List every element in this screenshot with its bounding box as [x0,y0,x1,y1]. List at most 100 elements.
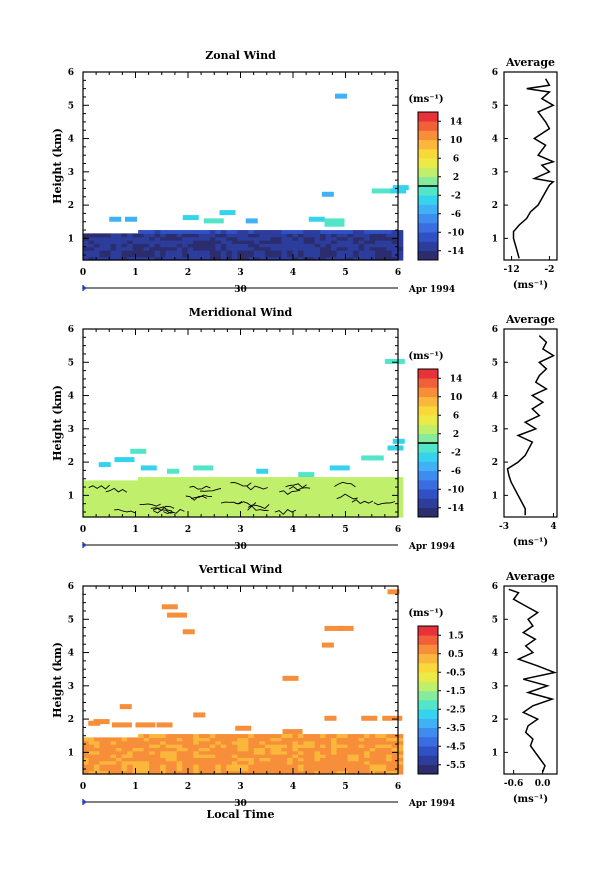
heatmap-echo [384,358,405,364]
heatmap-cell [391,500,398,505]
heatmap-cell [320,750,327,755]
heatmap-cell [176,754,183,758]
heatmap-cell [336,740,343,745]
heatmap-cell [292,503,299,508]
heatmap-cell [237,230,244,234]
heatmap-cell [154,250,161,254]
heatmap-cell [154,483,161,488]
heatmap-cell [94,737,101,742]
heatmap-cell [121,480,128,485]
heatmap-cell [237,754,244,758]
heatmap-cell [253,487,260,491]
heatmap-cell [165,500,172,505]
heatmap-cell [160,740,167,745]
heatmap-cell [83,246,90,251]
heatmap-cell [292,246,299,251]
heatmap-cell [369,734,376,738]
heatmap-cell [88,480,95,485]
x-tick-label: 3 [237,525,243,535]
heatmap-cell [397,490,404,495]
heatmap-cell [303,250,310,254]
heatmap-cell [171,750,178,755]
heatmap-cell [149,493,156,498]
heatmap-cell [149,770,156,775]
heatmap-cell [248,513,255,518]
heatmap-cell [138,230,145,234]
heatmap-cell [187,236,194,241]
heatmap-cell [391,734,398,738]
heatmap-cell [253,477,260,481]
heatmap-cell [386,770,393,775]
heatmap-cell [231,767,238,772]
heatmap-cell [314,513,321,518]
heatmap-cell [331,503,338,508]
heatmap-cell [154,253,161,258]
heatmap-cell [380,230,387,234]
heatmap-cell [253,757,260,762]
heatmap-cell [380,750,387,755]
heatmap-echo [130,448,147,454]
heatmap-cell [121,240,128,244]
heatmap-cell [391,480,398,485]
heatmap-cell [242,250,249,254]
heatmap-cell [380,483,387,488]
heatmap-cell [380,487,387,491]
heatmap-cell [110,507,117,511]
heatmap-cell [215,493,222,498]
heatmap-cell [292,480,299,485]
heatmap-cell [187,744,194,748]
heatmap-cell [242,760,249,765]
heatmap-cell [325,513,332,518]
heatmap-cell [171,757,178,762]
heatmap-echo [114,457,135,463]
heatmap-cell [353,246,360,251]
heatmap-cell [386,757,393,762]
heatmap-cell [215,236,222,241]
heatmap-cell [314,747,321,752]
heatmap-cell [286,497,294,501]
colorbar-segment [418,764,438,775]
heatmap-cell [391,497,398,501]
heatmap-cell [110,503,117,508]
heatmap-cell [149,500,156,505]
heatmap-cell [187,507,194,511]
heatmap-cell [231,477,238,481]
heatmap-cell [358,737,365,742]
heatmap-cell [331,477,338,481]
heatmap-cell [309,497,316,501]
heatmap-cell [286,243,294,248]
heatmap-cell [259,250,266,254]
heatmap-cell [364,250,371,254]
heatmap-cell [347,737,354,742]
heatmap-cell [364,246,371,251]
heatmap-cell [193,236,200,241]
heatmap-cell [336,513,343,518]
profile-y-tick-label: 5 [492,615,498,625]
heatmap-cell [204,510,211,515]
heatmap-cell [237,737,244,742]
heatmap-cell [380,246,387,251]
heatmap-cell [165,740,172,745]
colorbar-segment [418,396,438,407]
heatmap-cell [259,507,266,511]
heatmap-cell [121,250,128,254]
heatmap-cell [88,490,95,495]
heatmap-cell [391,243,398,248]
heatmap-cell [358,497,365,501]
heatmap-cell [320,760,327,765]
heatmap-cell [364,503,371,508]
panel-title: Meridional Wind [189,306,293,319]
heatmap-cell [132,493,139,498]
heatmap-cell [88,507,95,511]
heatmap-cell [231,770,238,775]
heatmap-cell [160,737,167,742]
heatmap-cell [325,483,332,488]
heatmap-cell [204,740,211,745]
profile-y-tick-label: 4 [492,392,498,402]
heatmap-cell [242,230,249,234]
heatmap-cell [364,497,371,501]
heatmap-cell [364,737,371,742]
heatmap-cell [336,493,343,498]
